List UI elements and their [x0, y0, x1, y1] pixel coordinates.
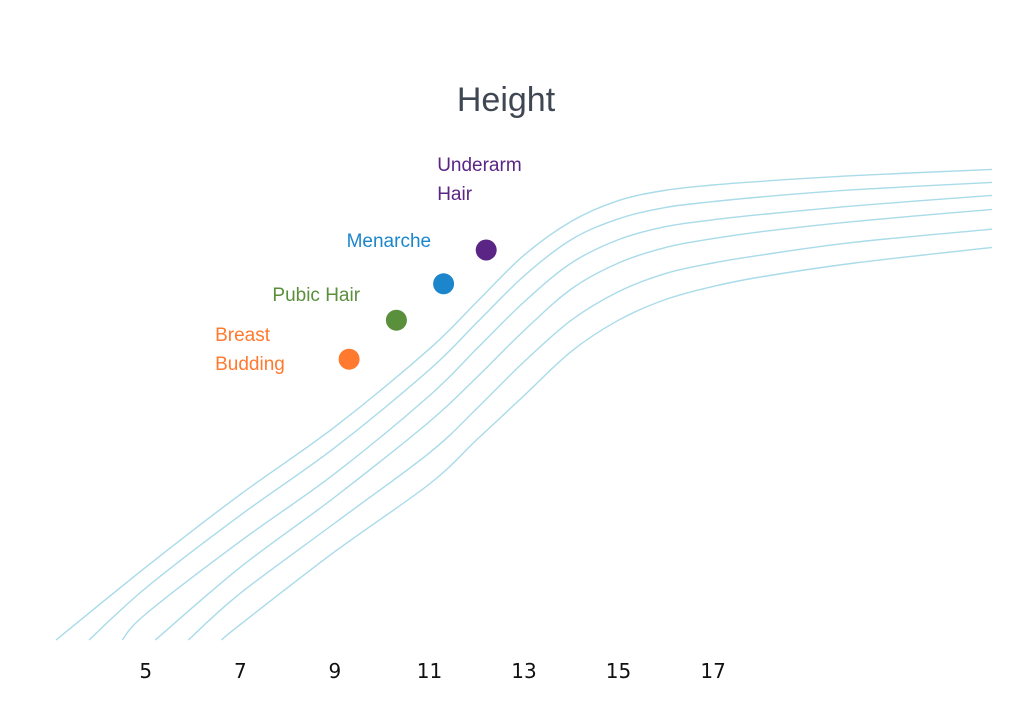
- milestone-label-3: Menarche: [347, 231, 432, 252]
- x-axis-ticks: 5 7 9 11 13 15 17: [139, 659, 725, 683]
- growth-curve-4: [154, 208, 993, 641]
- milestone-label-1: Breast Budding: [215, 325, 285, 375]
- x-tick-label-17: 17: [700, 659, 725, 683]
- milestone-point-3: [433, 273, 455, 295]
- milestone-point-2: [385, 309, 407, 331]
- growth-curve-2: [88, 181, 993, 641]
- milestone-points: [338, 239, 497, 370]
- milestone-labels: Breast Budding Pubic Hair Menarche Underarm H…: [215, 155, 522, 375]
- x-tick-label-7: 7: [234, 659, 247, 683]
- x-tick-label-5: 5: [139, 659, 152, 683]
- x-tick-label-13: 13: [511, 659, 536, 683]
- growth-curves: [55, 168, 993, 641]
- chart-title: Height: [457, 81, 556, 119]
- milestone-point-1: [338, 348, 360, 370]
- growth-curve-5: [187, 228, 993, 641]
- x-tick-label-9: 9: [329, 659, 342, 683]
- growth-curve-1: [55, 168, 993, 641]
- milestone-label-4: Underarm Hair: [437, 155, 521, 205]
- x-tick-label-15: 15: [606, 659, 631, 683]
- x-tick-label-11: 11: [417, 659, 442, 683]
- growth-curve-3: [121, 194, 993, 641]
- milestone-point-4: [475, 239, 497, 261]
- growth-curve-6: [221, 246, 993, 641]
- milestone-label-2: Pubic Hair: [272, 285, 360, 306]
